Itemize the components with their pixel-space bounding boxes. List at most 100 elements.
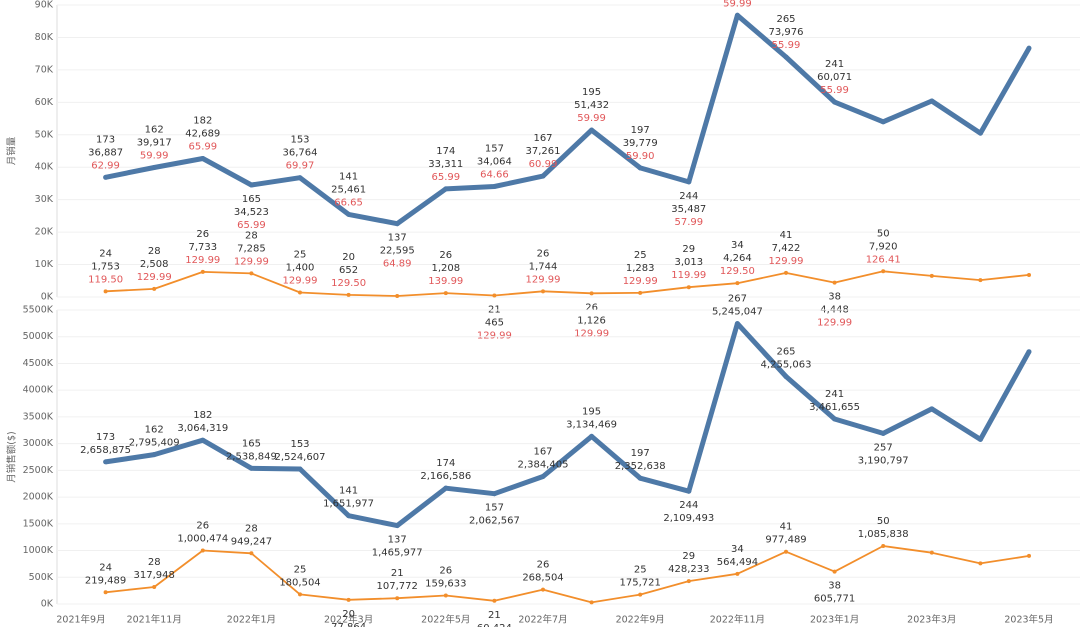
data-point [734, 12, 740, 18]
y-tick-label: 2500K [23, 465, 54, 476]
price-label: 64.66 [480, 169, 509, 180]
value-label: 1,283 [626, 263, 655, 274]
value-label: 35,487 [671, 204, 706, 215]
data-point [200, 437, 206, 443]
value-label: 3,064,319 [177, 423, 228, 434]
value-label: 34,064 [477, 156, 512, 167]
value-label: 2,352,638 [615, 461, 666, 472]
count-label: 157 [485, 143, 504, 154]
series-line [105, 12, 1032, 227]
data-point [784, 549, 788, 554]
y-tick-label: 1000K [23, 545, 54, 556]
count-label: 29 [682, 551, 695, 562]
value-label: 977,489 [765, 535, 806, 546]
data-point [346, 597, 351, 602]
data-point [638, 592, 643, 597]
price-label: 55.99 [772, 40, 801, 51]
count-label: 26 [537, 248, 550, 259]
x-tick-label: 2022年11月 [710, 614, 765, 626]
value-label: 7,422 [772, 243, 801, 254]
data-point [977, 130, 983, 136]
value-label: 34,523 [234, 207, 269, 218]
data-point [346, 513, 352, 519]
price-label: 129.99 [234, 256, 269, 267]
count-label: 167 [533, 447, 552, 458]
count-label: 50 [877, 228, 890, 239]
data-point [589, 600, 594, 605]
value-label: 1,085,838 [858, 529, 909, 540]
price-label: 57.99 [674, 217, 703, 228]
count-label: 162 [145, 425, 164, 436]
price-label: 129.50 [720, 266, 755, 277]
value-label: 7,920 [869, 241, 898, 252]
data-point [686, 285, 691, 290]
y-tick-label: 20K [35, 227, 54, 238]
data-point [929, 406, 935, 412]
data-point [103, 459, 109, 465]
data-point [395, 294, 400, 299]
count-label: 141 [339, 171, 358, 182]
data-point [152, 585, 157, 590]
count-label: 137 [388, 535, 407, 546]
y-tick-label: 0K [41, 292, 54, 303]
data-point [978, 561, 983, 566]
x-tick-label: 2022年9月 [616, 614, 665, 626]
y-tick-label: 60K [35, 97, 54, 108]
price-label: 129.99 [526, 274, 561, 285]
data-point [881, 543, 886, 548]
data-point [248, 182, 254, 188]
value-label: 7,733 [188, 242, 217, 253]
y-tick-label: 40K [35, 162, 54, 173]
count-label: 24 [99, 562, 112, 573]
data-point [929, 550, 934, 555]
data-point [346, 292, 351, 297]
y-tick-label: 50K [35, 129, 54, 140]
price-label: 66.65 [334, 197, 363, 208]
data-point [151, 164, 157, 170]
count-label: 257 [874, 442, 893, 453]
data-point [395, 596, 400, 601]
value-label: 2,795,409 [129, 438, 180, 449]
count-label: 50 [877, 516, 890, 527]
count-label: 38 [828, 581, 841, 592]
count-label: 141 [339, 486, 358, 497]
data-point [248, 465, 254, 471]
data-point [540, 173, 546, 179]
price-label: 62.99 [91, 160, 120, 171]
y-tick-label: 4000K [23, 385, 54, 396]
x-tick-label: 2021年9月 [56, 614, 105, 626]
value-label: 36,764 [283, 148, 318, 159]
price-label: 129.50 [331, 278, 366, 289]
data-point [686, 579, 691, 584]
x-tick-label: 2022年5月 [421, 614, 470, 626]
value-label: 7,285 [237, 243, 266, 254]
count-label: 167 [533, 133, 552, 144]
value-label: 1,744 [529, 261, 558, 272]
data-point [1026, 349, 1032, 355]
value-label: 3,134,469 [566, 419, 617, 430]
data-point [103, 289, 108, 294]
data-point [249, 551, 254, 556]
price-label: 139.99 [428, 276, 463, 287]
price-label: 126.41 [866, 254, 901, 265]
data-point [443, 291, 448, 296]
data-point [589, 291, 594, 296]
price-label: 60.99 [529, 159, 558, 170]
y-tick-label: 30K [35, 194, 54, 205]
value-label: 2,109,493 [663, 513, 714, 524]
price-label: 129.99 [769, 256, 804, 267]
data-point [784, 270, 788, 275]
count-label: 28 [245, 230, 258, 241]
count-label: 195 [582, 406, 601, 417]
data-point [686, 488, 692, 494]
value-label: 3,190,797 [858, 455, 909, 466]
data-point [783, 374, 789, 380]
x-tick-label: 2022年3月 [324, 614, 373, 626]
data-point [540, 474, 546, 480]
data-point [880, 430, 886, 436]
value-label: 949,247 [231, 536, 272, 547]
value-label: 219,489 [85, 575, 126, 586]
count-label: 244 [679, 191, 698, 202]
value-label: 1,000,474 [177, 534, 228, 545]
count-label: 26 [439, 250, 452, 261]
